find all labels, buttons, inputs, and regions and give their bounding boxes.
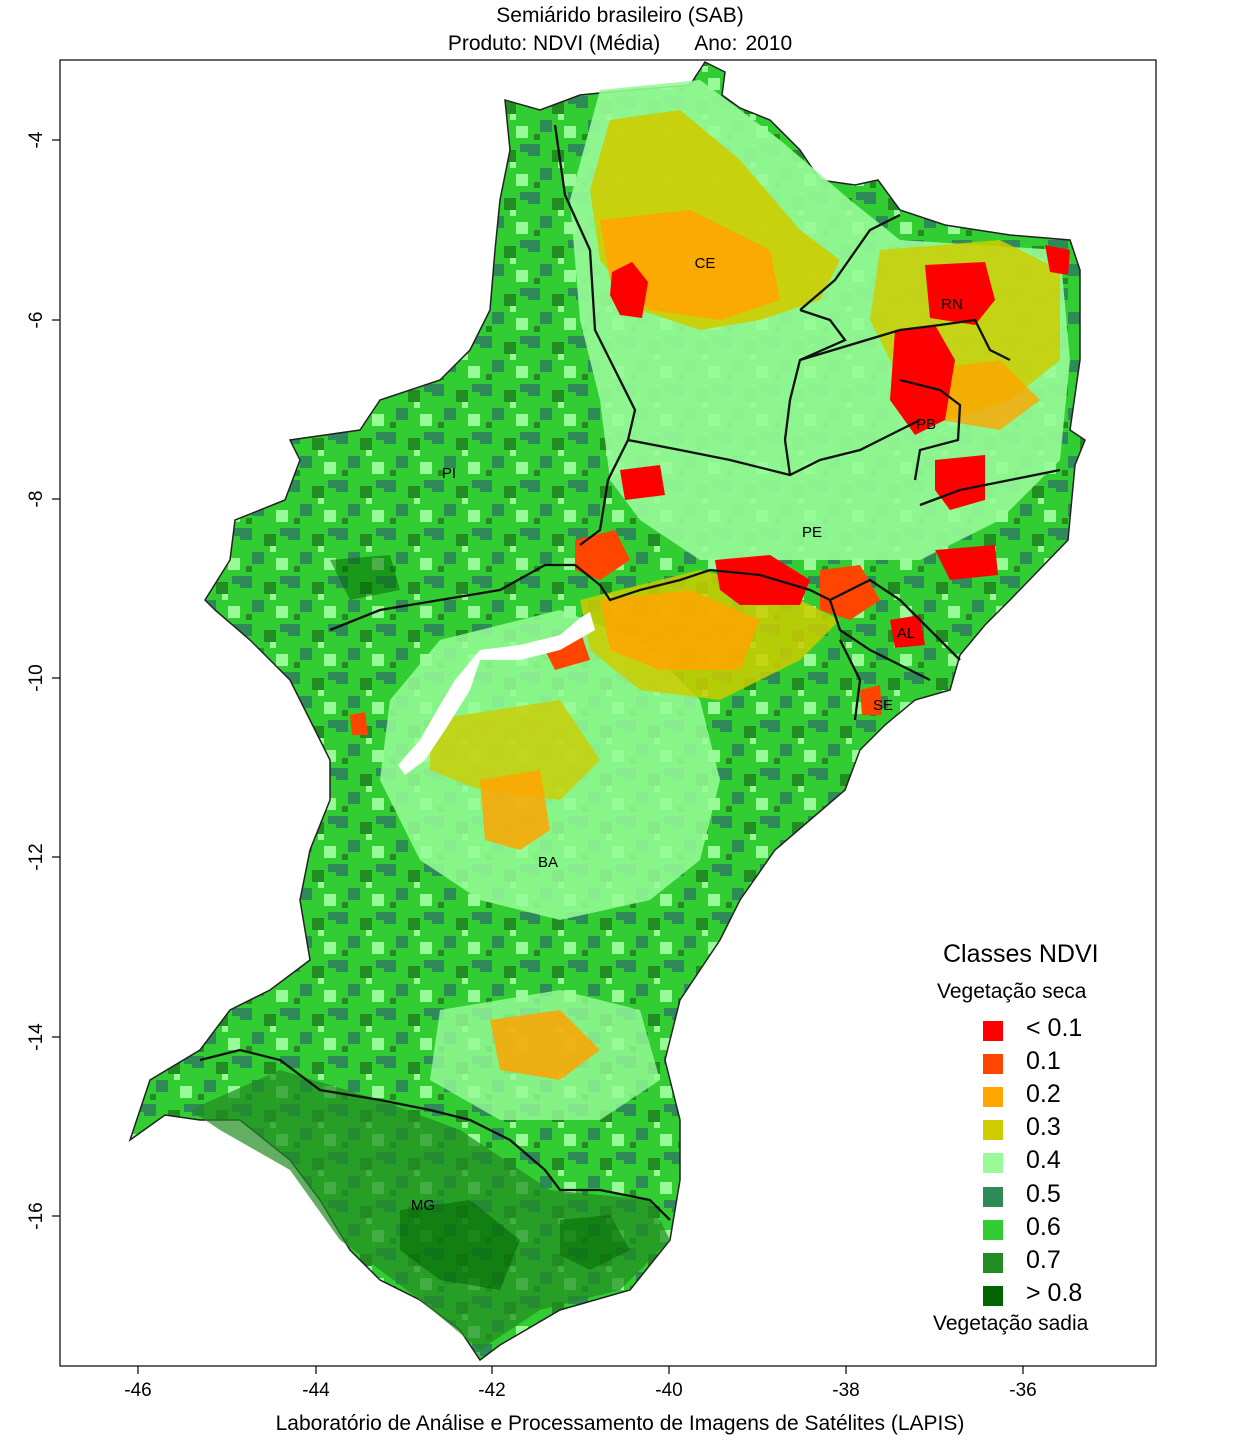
- state-label-al: AL: [897, 625, 915, 642]
- state-label-rn: RN: [941, 296, 963, 313]
- y-tick-label: -8: [26, 491, 47, 508]
- state-label-ce: CE: [695, 255, 716, 272]
- legend-swatch: [983, 1186, 1003, 1207]
- legend-label: 0.1: [1026, 1047, 1061, 1076]
- y-tick-label: -16: [26, 1202, 47, 1229]
- legend-swatch: [983, 1120, 1003, 1141]
- x-tick-label: -36: [1009, 1380, 1036, 1401]
- x-tick-label: -46: [124, 1380, 151, 1401]
- state-label-mg: MG: [411, 1197, 435, 1214]
- plot-frame: [59, 59, 1157, 1367]
- legend-label: 0.6: [1026, 1212, 1061, 1241]
- legend-label: < 0.1: [1026, 1014, 1083, 1042]
- year-value: 2010: [745, 32, 793, 55]
- legend-swatch: [983, 1054, 1003, 1075]
- x-axis: [137, 1366, 1024, 1374]
- legend-label: 0.4: [1026, 1146, 1061, 1175]
- legend-label: 0.5: [1026, 1179, 1061, 1208]
- state-label-se: SE: [873, 697, 893, 714]
- legend-label: 0.7: [1026, 1245, 1061, 1274]
- legend-swatch: [983, 1252, 1003, 1273]
- x-tick-label: -38: [832, 1380, 859, 1401]
- state-borders: [199, 124, 1061, 1221]
- legend-swatch: [983, 1153, 1003, 1174]
- x-tick-label: -42: [478, 1380, 505, 1401]
- y-tick-label: -14: [26, 1023, 47, 1051]
- legend-label: > 0.8: [1026, 1278, 1083, 1307]
- map-subtitle: Produto: NDVI (Média) Ano: 2010: [0, 32, 1240, 56]
- footer-credit: Laboratório de Análise e Processamento d…: [275, 1412, 965, 1435]
- y-axis: [52, 139, 60, 1217]
- x-tick-label: -40: [655, 1380, 682, 1401]
- y-tick-label: -10: [26, 664, 47, 691]
- ndvi-patches: [190, 80, 1070, 1350]
- y-tick-label: -4: [26, 131, 47, 148]
- product-label: Produto: NDVI (Média): [447, 32, 661, 55]
- legend-swatch: [983, 1285, 1003, 1306]
- state-label-pe: PE: [802, 524, 822, 541]
- year-label: Ano:: [694, 32, 738, 55]
- state-label-pb: PB: [916, 416, 936, 433]
- legend-top-label: Vegetação seca: [937, 980, 1087, 1003]
- x-tick-label: -44: [302, 1380, 330, 1401]
- y-tick-label: -12: [26, 843, 47, 870]
- state-labels: CE RN PB PI PE AL SE BA MG: [411, 255, 963, 1214]
- map-title: Semiárido brasileiro (SAB): [496, 4, 744, 27]
- legend-label: 0.3: [1026, 1113, 1061, 1142]
- state-label-pi: PI: [442, 465, 456, 482]
- y-tick-label: -6: [26, 312, 47, 329]
- state-label-ba: BA: [538, 854, 558, 871]
- legend-swatch: [983, 1219, 1003, 1240]
- legend-bottom-label: Vegetação sadia: [933, 1312, 1089, 1335]
- legend-swatch: [983, 1021, 1003, 1041]
- legend-label: 0.2: [1026, 1080, 1061, 1109]
- legend-swatch: [983, 1087, 1003, 1108]
- legend-title: Classes NDVI: [943, 940, 1099, 968]
